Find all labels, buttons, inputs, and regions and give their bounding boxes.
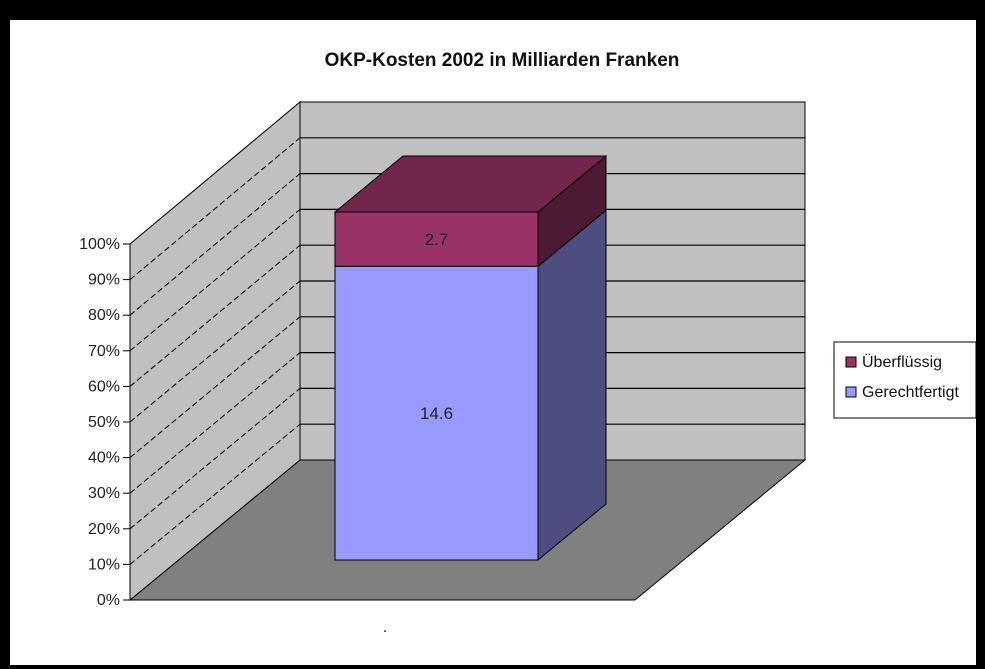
gridline-side — [129, 388, 301, 530]
gridline-side — [129, 316, 301, 458]
bar-segment-front — [334, 265, 539, 561]
gridline-side — [129, 209, 301, 352]
chart-bars — [333, 154, 608, 562]
legend-label: Überflüssig — [862, 353, 942, 371]
data-label: 14.6 — [420, 404, 453, 423]
y-tick-label: 70% — [88, 343, 120, 360]
gridline-side — [129, 173, 301, 316]
chart-title: OKP-Kosten 2002 in Milliarden Franken — [325, 50, 680, 71]
legend-swatch — [845, 386, 857, 398]
legend-swatch — [845, 356, 857, 368]
chart-svg: 0% 10% 20% 30% 40% 50% 60% 70% 80% 90% 100%. 14.6 2.… — [79, 50, 976, 636]
y-tick-label: 90% — [88, 272, 120, 289]
y-tick-label: 20% — [88, 521, 120, 538]
gridline-side — [129, 423, 301, 565]
y-tick-label: 0% — [97, 592, 120, 609]
y-tick-label: 10% — [88, 556, 120, 573]
legend-box — [833, 341, 976, 419]
x-tick-label: . — [383, 619, 387, 636]
y-tick-label: 60% — [88, 378, 120, 395]
y-tick-label: 30% — [88, 485, 120, 502]
gridline-side — [129, 352, 301, 494]
legend-label: Gerechtfertigt — [862, 384, 959, 401]
y-tick-label: 80% — [88, 307, 120, 324]
data-label: 2.7 — [425, 230, 449, 249]
bar-segment-side — [537, 209, 607, 562]
y-tick-label: 40% — [88, 450, 120, 467]
gridline-side — [129, 137, 301, 280]
gridline-side — [129, 244, 301, 387]
gridline-side — [129, 280, 301, 423]
chart-labels: 0% 10% 20% 30% 40% 50% 60% 70% 80% 90% 100%. 14.6 2.… — [79, 230, 453, 636]
chart-legend: Überflüssig Gerechtfertigt — [833, 341, 976, 419]
bar-segment-top — [333, 155, 608, 213]
y-tick-label: 100% — [79, 236, 120, 253]
y-tick-label: 50% — [88, 414, 120, 431]
chart-canvas: 0% 10% 20% 30% 40% 50% 60% 70% 80% 90% 100%. 14.6 2.… — [10, 20, 976, 665]
